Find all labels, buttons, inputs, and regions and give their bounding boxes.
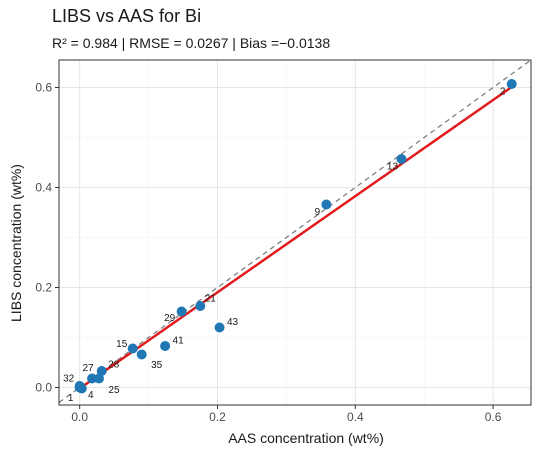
x-tick-label: 0.0	[71, 410, 88, 424]
point-label: 43	[227, 317, 239, 328]
data-point	[96, 366, 107, 376]
point-label: 25	[108, 385, 120, 396]
data-point	[93, 373, 104, 384]
point-label: 13	[387, 162, 399, 173]
data-point	[176, 306, 187, 317]
data-point	[74, 381, 85, 391]
point-label: 21	[205, 294, 217, 305]
point-label: 28	[108, 360, 120, 371]
plot-area: 1 4 32 27 28 25 15 35 41 29 21 43 9 13 2 0.0 0.2 0.4 0.6 0.…	[35, 59, 532, 424]
y-tick-label: 0.2	[35, 281, 52, 295]
x-axis-label: AAS concentration (wt%)	[228, 430, 384, 446]
fit-line	[78, 85, 513, 390]
point-label: 2	[500, 87, 506, 98]
identity-line	[59, 60, 531, 404]
data-point	[160, 341, 171, 351]
point-label: 1	[68, 393, 74, 404]
y-tick-label: 0.6	[35, 81, 52, 95]
chart-subtitle: R² = 0.984 | RMSE = 0.0267 | Bias =−0.01…	[52, 35, 330, 51]
point-label: 32	[63, 374, 75, 385]
x-tick-label: 0.6	[485, 410, 502, 424]
y-axis-label: LIBS concentration (wt%)	[8, 164, 24, 322]
data-point	[321, 199, 332, 210]
x-tick-label: 0.4	[347, 410, 364, 424]
point-label: 27	[83, 363, 95, 374]
data-point	[87, 373, 98, 384]
point-label: 15	[116, 339, 128, 350]
point-label: 9	[315, 207, 321, 218]
point-label: 35	[151, 360, 163, 371]
x-tick-label: 0.2	[209, 410, 226, 424]
data-point	[195, 301, 206, 311]
point-label: 29	[164, 313, 176, 324]
panel-border	[58, 59, 532, 406]
data-point	[396, 154, 407, 164]
data-point	[136, 349, 147, 360]
data-point	[127, 343, 138, 354]
data-point	[506, 79, 517, 89]
chart-title: LIBS vs AAS for Bi	[52, 6, 201, 26]
point-label: 41	[173, 336, 185, 347]
data-point	[214, 322, 225, 333]
y-tick-label: 0.0	[35, 381, 52, 395]
point-label: 4	[88, 390, 94, 401]
y-tick-label: 0.4	[35, 181, 52, 195]
